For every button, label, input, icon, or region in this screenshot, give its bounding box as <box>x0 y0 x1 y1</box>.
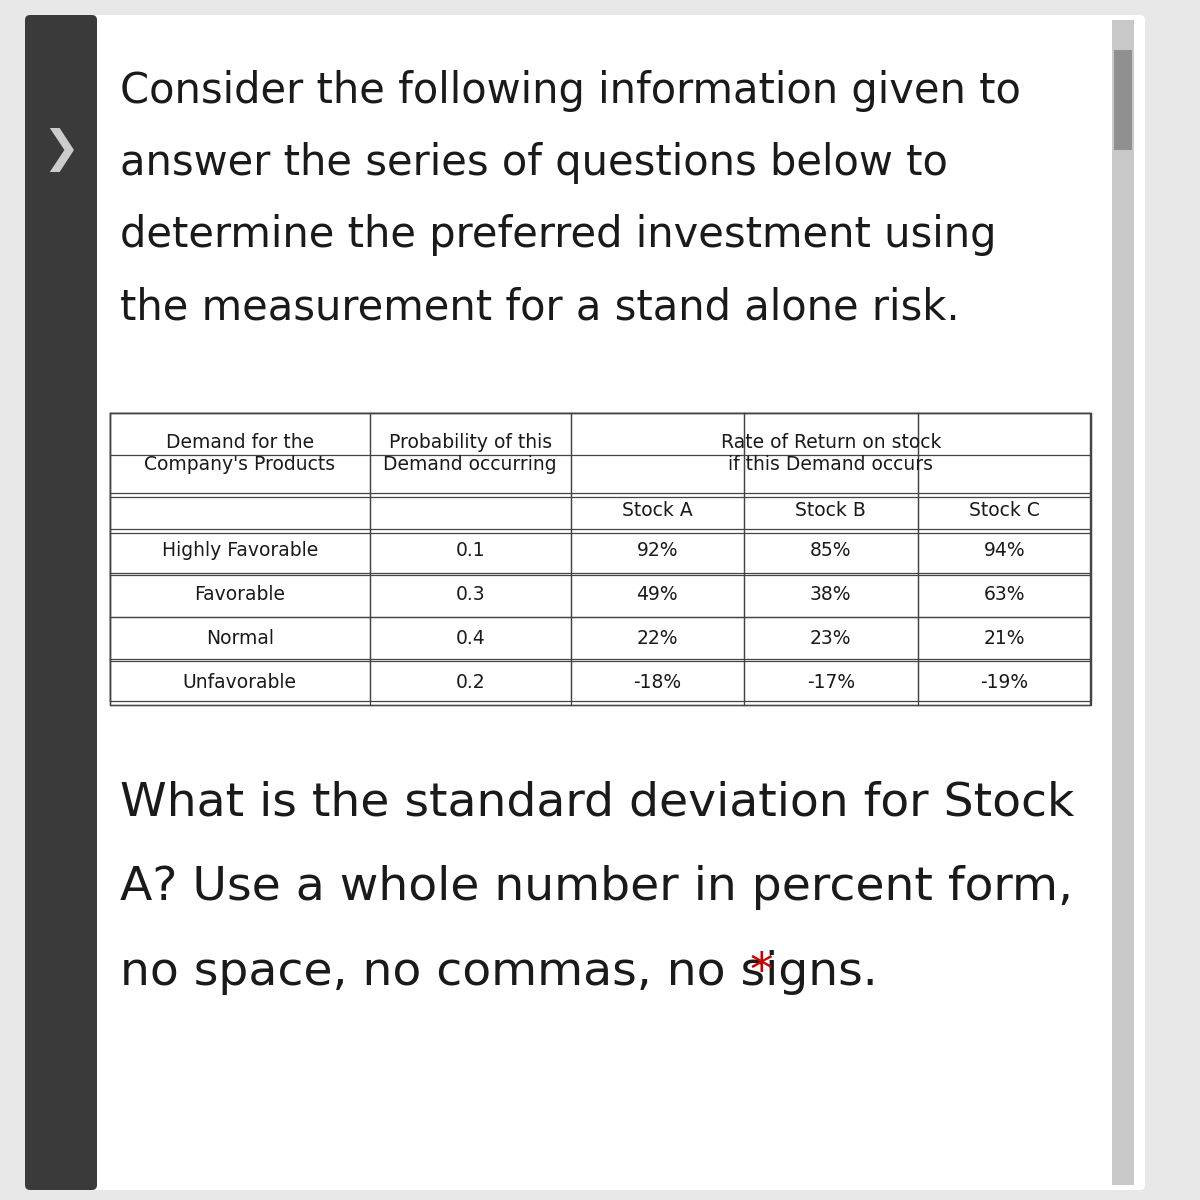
Text: Stock C: Stock C <box>968 502 1039 521</box>
Text: 0.4: 0.4 <box>455 630 485 648</box>
Text: Demand for the
Company's Products: Demand for the Company's Products <box>144 432 336 474</box>
Text: 49%: 49% <box>636 586 678 605</box>
Bar <box>1114 50 1132 150</box>
Text: 92%: 92% <box>636 541 678 560</box>
Text: 38%: 38% <box>810 586 852 605</box>
FancyBboxPatch shape <box>25 14 1145 1190</box>
Text: Highly Favorable: Highly Favorable <box>162 541 318 560</box>
Text: no space, no commas, no signs.: no space, no commas, no signs. <box>120 950 877 995</box>
Text: Stock B: Stock B <box>796 502 866 521</box>
Text: A? Use a whole number in percent form,: A? Use a whole number in percent form, <box>120 865 1073 910</box>
Bar <box>110 413 1090 704</box>
Text: 94%: 94% <box>984 541 1025 560</box>
Text: ❯: ❯ <box>42 128 79 172</box>
Text: 23%: 23% <box>810 630 852 648</box>
Text: Normal: Normal <box>206 630 274 648</box>
Text: -18%: -18% <box>634 673 682 692</box>
Text: 0.1: 0.1 <box>455 541 485 560</box>
Text: 21%: 21% <box>984 630 1025 648</box>
Bar <box>30 20 92 1186</box>
Text: the measurement for a stand alone risk.: the measurement for a stand alone risk. <box>120 286 960 328</box>
Text: Rate of Return on stock
if this Demand occurs: Rate of Return on stock if this Demand o… <box>720 432 941 474</box>
Text: 22%: 22% <box>636 630 678 648</box>
Text: Stock A: Stock A <box>622 502 692 521</box>
Text: determine the preferred investment using: determine the preferred investment using <box>120 214 996 256</box>
Text: Consider the following information given to: Consider the following information given… <box>120 70 1021 112</box>
Bar <box>110 413 1090 701</box>
Text: *: * <box>734 950 774 995</box>
Text: 0.2: 0.2 <box>455 673 485 692</box>
Text: Unfavorable: Unfavorable <box>182 673 296 692</box>
Text: -19%: -19% <box>980 673 1028 692</box>
Text: What is the standard deviation for Stock: What is the standard deviation for Stock <box>120 780 1074 826</box>
Text: Probability of this
Demand occurring: Probability of this Demand occurring <box>383 432 557 474</box>
Text: 0.3: 0.3 <box>455 586 485 605</box>
Text: 85%: 85% <box>810 541 852 560</box>
Text: Favorable: Favorable <box>194 586 286 605</box>
FancyBboxPatch shape <box>25 14 97 1190</box>
Text: -17%: -17% <box>806 673 854 692</box>
Text: 63%: 63% <box>984 586 1025 605</box>
Bar <box>1112 20 1134 1186</box>
Text: answer the series of questions below to: answer the series of questions below to <box>120 142 948 184</box>
